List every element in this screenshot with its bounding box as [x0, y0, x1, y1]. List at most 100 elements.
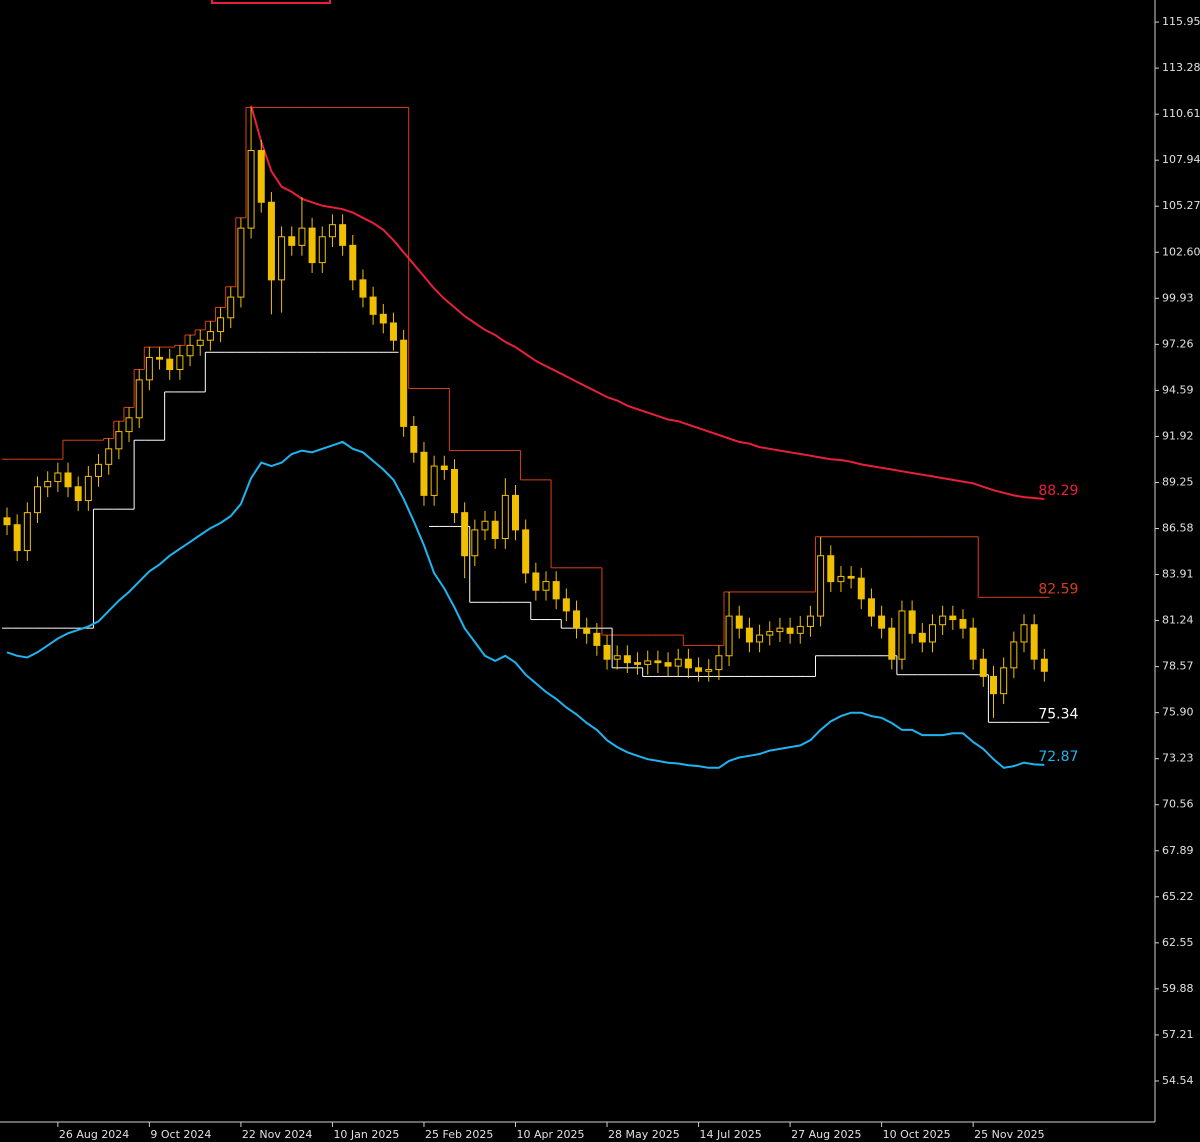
candle-body — [1010, 641, 1018, 669]
x-tick-label: 10 Jan 2025 — [333, 1128, 399, 1141]
y-tick-label: 97.26 — [1162, 337, 1194, 350]
candle-body — [44, 481, 52, 488]
candle-body — [1020, 624, 1028, 643]
x-tick-label: 22 Nov 2024 — [242, 1128, 312, 1141]
candle-body — [664, 662, 672, 667]
candle-body — [969, 627, 977, 660]
last-value-label: 72.87 — [1038, 749, 1078, 765]
last-value-label: 82.59 — [1038, 581, 1078, 597]
y-tick-label: 57.21 — [1162, 1028, 1194, 1041]
candle-body — [745, 627, 753, 643]
candle-body — [756, 634, 764, 643]
candle-body — [522, 529, 530, 574]
y-tick-label: 107.94 — [1162, 153, 1200, 166]
candle-body — [206, 331, 214, 341]
candle-body — [369, 296, 377, 315]
candle-body — [186, 344, 194, 357]
candle-body — [735, 615, 743, 629]
candle-body — [288, 236, 296, 246]
candle-body — [440, 465, 448, 471]
candle-body — [613, 655, 621, 660]
candle-body — [13, 524, 21, 552]
candle-body — [278, 236, 286, 281]
last-value-label: 75.34 — [1038, 706, 1078, 722]
candle-body — [95, 463, 103, 477]
candle-body — [156, 356, 164, 360]
candle-body — [247, 150, 255, 229]
candle-body — [23, 512, 31, 552]
y-tick-label: 59.88 — [1162, 982, 1194, 995]
candle-body — [359, 279, 367, 298]
candle-body — [857, 577, 865, 600]
candle-body — [145, 356, 153, 381]
candle-body — [796, 625, 804, 634]
candle-body — [827, 555, 835, 583]
candle-body — [267, 201, 275, 281]
candle-body — [623, 655, 631, 664]
candle-body — [450, 469, 458, 514]
x-tick-label: 10 Oct 2025 — [883, 1128, 951, 1141]
candle-body — [74, 486, 82, 502]
candle-body — [644, 660, 652, 665]
x-tick-label: 25 Nov 2025 — [974, 1128, 1044, 1141]
y-tick-label: 86.58 — [1162, 521, 1194, 534]
candle-body — [176, 355, 184, 371]
candle-body — [908, 610, 916, 634]
candle-body — [715, 655, 723, 671]
candle-body — [552, 581, 560, 600]
candle-body — [298, 227, 306, 246]
candle-body — [1000, 667, 1008, 695]
candle-body — [786, 627, 794, 634]
y-tick-label: 115.95 — [1162, 15, 1200, 28]
candle-body — [979, 658, 987, 677]
candle-body — [878, 615, 886, 629]
candle-body — [328, 224, 336, 238]
candle-body — [430, 465, 438, 496]
x-tick-label: 26 Aug 2024 — [59, 1128, 129, 1141]
candle-body — [776, 627, 784, 633]
y-tick-label: 102.60 — [1162, 245, 1200, 258]
candle-body — [837, 575, 845, 583]
candle-body — [339, 224, 347, 246]
candle-body — [959, 619, 967, 629]
y-tick-label: 54.54 — [1162, 1074, 1194, 1087]
candle-body — [695, 667, 703, 672]
y-tick-label: 110.61 — [1162, 107, 1200, 120]
candle-body — [766, 631, 774, 636]
y-tick-label: 75.90 — [1162, 706, 1194, 719]
candle-body — [1030, 624, 1038, 660]
candle-body — [847, 575, 855, 579]
candle-body — [654, 660, 662, 664]
candle-body — [389, 322, 397, 341]
y-tick-label: 70.56 — [1162, 798, 1194, 811]
candle-body — [64, 472, 72, 488]
candle-body — [898, 610, 906, 660]
y-tick-label: 65.22 — [1162, 890, 1194, 903]
y-tick-label: 67.89 — [1162, 844, 1194, 857]
candle-body — [674, 658, 682, 667]
candle-body — [583, 627, 591, 634]
candle-body — [532, 572, 540, 591]
y-tick-label: 94.59 — [1162, 383, 1194, 396]
candle-body — [603, 644, 611, 660]
candle-body — [105, 448, 113, 465]
candle-body — [705, 669, 713, 672]
candle-body — [949, 615, 957, 621]
candle-body — [420, 451, 428, 496]
candle-body — [400, 339, 408, 427]
candle-body — [237, 227, 245, 298]
y-tick-label: 113.28 — [1162, 61, 1200, 74]
candle-body — [257, 150, 265, 203]
candle-body — [196, 339, 204, 346]
candle-body — [989, 675, 997, 695]
last-value-label: 88.29 — [1038, 483, 1078, 499]
candle-body — [481, 520, 489, 531]
y-tick-label: 91.92 — [1162, 429, 1194, 442]
indicator-line — [250, 105, 1045, 500]
candle-body — [3, 517, 11, 526]
candle-body — [725, 615, 733, 657]
y-tick-label: 83.91 — [1162, 568, 1194, 581]
candle-body — [318, 236, 326, 264]
